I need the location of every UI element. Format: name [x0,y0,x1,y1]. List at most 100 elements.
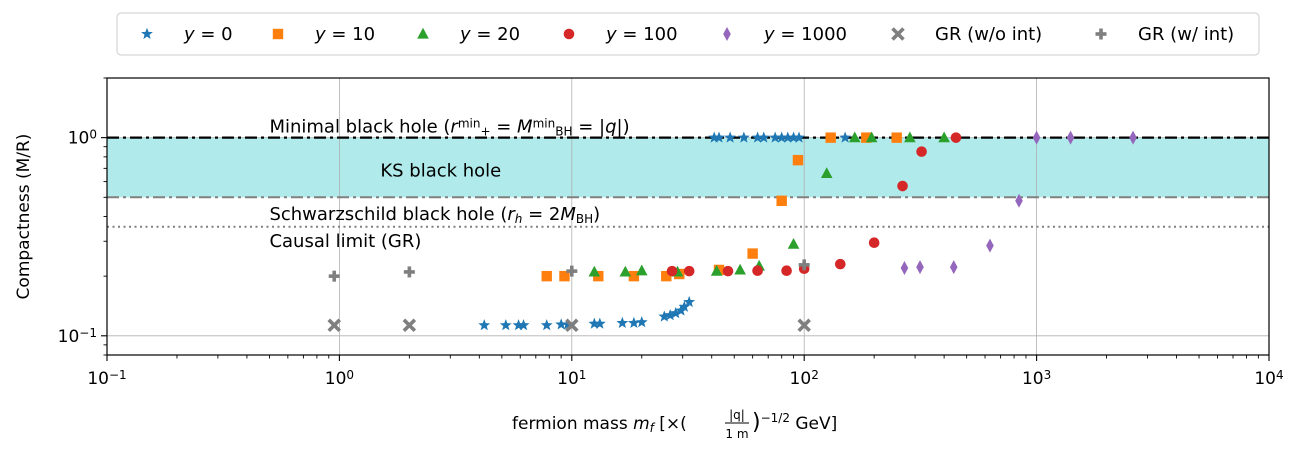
legend-item: y = 10 [272,24,375,45]
data-point [635,316,648,328]
data-point [559,270,570,282]
legend-marker [891,27,905,41]
x-axis-label: fermion mass mf [×( |q| 1 m )−1/2 GeV] [512,408,837,441]
series-y-0 [478,131,852,331]
schwarzschild-annotation: Schwarzschild black hole (rh = 2MBH) [269,204,600,226]
data-point [839,131,852,143]
data-point [820,167,833,179]
data-point [635,264,648,276]
data-point [555,318,568,330]
data-point [661,270,672,282]
data-point [1066,130,1075,145]
data-point [566,265,578,277]
data-point [619,265,632,277]
legend-marker [1095,28,1107,40]
data-point [835,258,846,270]
data-point [628,270,640,282]
data-point [478,319,491,331]
legend-label: y = 10 [314,24,375,45]
data-point [897,180,908,192]
data-point [402,318,417,333]
data-point [776,195,787,207]
data-point [565,318,579,333]
data-point [678,300,691,312]
legend-marker [417,27,429,39]
data-point [825,132,836,143]
data-point [561,318,574,330]
data-point [658,310,671,322]
data-point [916,260,924,275]
data-point [737,131,750,143]
data-point [891,132,902,143]
data-point [675,304,687,316]
data-point [950,132,962,143]
series-gr-w-o-int- [327,318,811,333]
data-point [588,265,601,277]
data-point [757,131,770,143]
ks-black-hole-annotation: KS black hole [380,161,501,182]
data-point [751,131,764,143]
ks-band [107,137,1269,198]
data-point [664,309,677,321]
data-point [848,131,861,143]
data-point [669,307,682,319]
data-point [499,319,512,331]
data-point [724,131,737,143]
legend-item: y = 20 [417,24,520,45]
data-point [938,131,950,143]
y-axis-label: Compactness (M/R) [14,134,34,300]
data-point [868,237,880,249]
data-point [775,131,788,143]
data-point [787,131,800,143]
data-point [734,263,746,275]
legend-label: GR (w/o int) [935,24,1042,45]
data-point [769,131,782,143]
data-point [710,264,723,276]
data-point [861,132,872,143]
data-point [797,318,811,333]
legend-marker [723,27,731,41]
data-point [865,131,878,143]
legend: y = 0 y = 10 y = 20 y = 100 y = 1000 GR (w/o … [116,12,1260,56]
x-tick-label: 103 [1022,368,1051,389]
data-point [722,265,734,277]
data-point [781,265,792,277]
legend-marker [272,28,284,40]
legend-item: GR (w/o int) [891,24,1042,45]
data-point [904,131,916,143]
data-point [1032,130,1041,145]
plot-area: Minimal black hole (rmin+ = MminBH = |q|… [107,78,1269,355]
svg-text:fermion mass mf [×(: fermion mass mf [×( [512,414,687,435]
data-point [916,146,927,157]
series-gr-w-int- [328,259,810,282]
minimal-black-hole-annotation: Minimal black hole (rmin+ = MminBH = |q|… [269,117,629,139]
data-point [541,270,552,282]
data-point [517,319,530,331]
causal-limit-annotation: Causal limit (GR) [269,231,421,252]
data-point [540,319,553,331]
legend-marker [563,28,575,40]
data-point [752,265,763,277]
x-tick-label: 102 [790,368,819,389]
data-point [593,317,606,329]
svg-text:|q|: |q| [729,408,745,422]
data-point [787,237,800,249]
data-point [713,131,725,143]
legend-marker [141,27,153,40]
data-point [792,154,804,166]
svg-text:1 m: 1 m [725,427,748,441]
data-point [588,317,601,329]
data-point [683,265,695,277]
legend-label: y = 0 [183,24,233,45]
data-point [1129,130,1137,145]
legend-label: y = 20 [459,24,520,45]
data-point [328,270,340,282]
legend-label: y = 100 [605,24,678,45]
data-point [403,266,415,278]
svg-text:)−1/2 GeV]: )−1/2 GeV] [752,410,837,435]
legend-item: y = 100 [563,24,678,45]
data-point [793,131,805,143]
data-point [986,238,994,253]
data-point [747,248,758,259]
